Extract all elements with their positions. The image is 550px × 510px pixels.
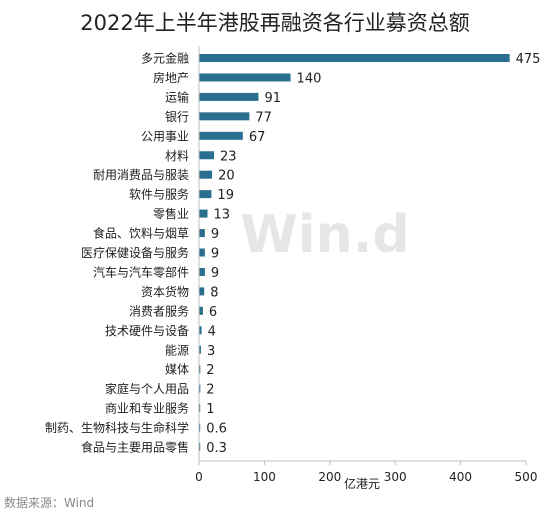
bar-15 [199, 345, 201, 354]
x-tick-label: 200 [318, 470, 341, 484]
value-label: 140 [297, 71, 322, 86]
category-label: 耐用消费品与服装 [93, 168, 189, 182]
category-label: 资本货物 [141, 284, 189, 299]
bar-12 [199, 287, 205, 296]
value-label: 9 [211, 247, 219, 262]
x-tick-label: 100 [253, 470, 276, 484]
category-label: 食品与主要用品零售 [81, 440, 189, 455]
bar-16 [199, 365, 201, 374]
bar-6 [199, 170, 213, 179]
value-label: 475 [516, 52, 541, 67]
source-note: 数据来源：Wind [4, 495, 94, 510]
value-label: 6 [209, 305, 217, 320]
bar-5 [199, 151, 215, 160]
value-label: 19 [217, 188, 234, 203]
bar-7 [199, 190, 212, 199]
value-label: 9 [211, 266, 219, 281]
category-label: 汽车与汽车零部件 [93, 264, 189, 279]
category-label: 消费者服务 [129, 303, 189, 318]
category-label: 医疗保健设备与服务 [81, 245, 189, 260]
bar-17 [199, 384, 201, 393]
x-tick-label: 500 [515, 470, 538, 484]
value-label: 20 [218, 169, 235, 184]
category-label: 商业和专业服务 [105, 401, 189, 416]
category-labels: 多元金融房地产运输银行公用事业材料耐用消费品与服装软件与服务零售业食品、饮料与烟… [45, 51, 189, 455]
value-label: 91 [265, 91, 282, 106]
value-label: 77 [255, 110, 272, 125]
category-label: 技术硬件与设备 [105, 324, 189, 338]
value-label: 0.6 [206, 422, 227, 437]
bar-20 [199, 443, 201, 451]
bar-13 [199, 306, 203, 315]
category-label: 家庭与个人用品 [105, 381, 189, 396]
category-label: 媒体 [165, 363, 189, 377]
value-label: 9 [211, 227, 219, 242]
category-label: 能源 [165, 343, 189, 357]
bar-19 [199, 423, 201, 432]
category-label: 运输 [165, 89, 189, 104]
bar-3 [199, 112, 250, 121]
bar-0 [199, 54, 510, 62]
value-label: 3 [207, 344, 215, 359]
value-label: 2 [206, 383, 214, 398]
x-axis-ticks: 0 100 200 300 400 500 [195, 461, 537, 484]
category-label: 多元金融 [141, 51, 189, 66]
category-label: 制药、生物科技与生命科学 [45, 420, 189, 435]
category-label: 公用事业 [141, 129, 189, 143]
category-label: 软件与服务 [129, 187, 189, 202]
category-label: 房地产 [153, 70, 189, 85]
bar-14 [199, 326, 202, 335]
bar-11 [199, 267, 205, 276]
bar-2 [199, 92, 259, 101]
bars [199, 54, 510, 451]
value-labels: 475 140 91 77 67 23 20 19 13 9 9 9 8 6 4 3 2 2 1 0.6 0.3 [206, 52, 540, 456]
value-label: 2 [206, 363, 214, 378]
value-label: 13 [214, 208, 231, 223]
x-tick-label: 400 [449, 470, 472, 484]
bar-8 [199, 209, 208, 218]
bar-4 [199, 131, 243, 140]
category-label: 食品、饮料与烟草 [93, 226, 189, 241]
chart-title: 2022年上半年港股再融资各行业募资总额 [80, 11, 469, 35]
x-tick-label: 300 [384, 470, 407, 484]
bar-18 [199, 404, 201, 413]
value-label: 23 [220, 149, 237, 164]
category-label: 银行 [165, 110, 189, 124]
value-label: 1 [206, 402, 214, 417]
watermark: Win.d [240, 205, 409, 265]
x-axis-title: 亿港元 [344, 476, 380, 491]
value-label: 4 [208, 324, 216, 339]
category-label: 材料 [165, 149, 189, 163]
bar-1 [199, 73, 291, 82]
x-tick-label: 0 [195, 470, 203, 484]
value-label: 67 [249, 130, 266, 145]
category-label: 零售业 [153, 206, 189, 221]
bar-9 [199, 229, 205, 238]
bar-10 [199, 248, 205, 257]
value-label: 8 [210, 285, 218, 300]
value-label: 0.3 [206, 441, 227, 456]
